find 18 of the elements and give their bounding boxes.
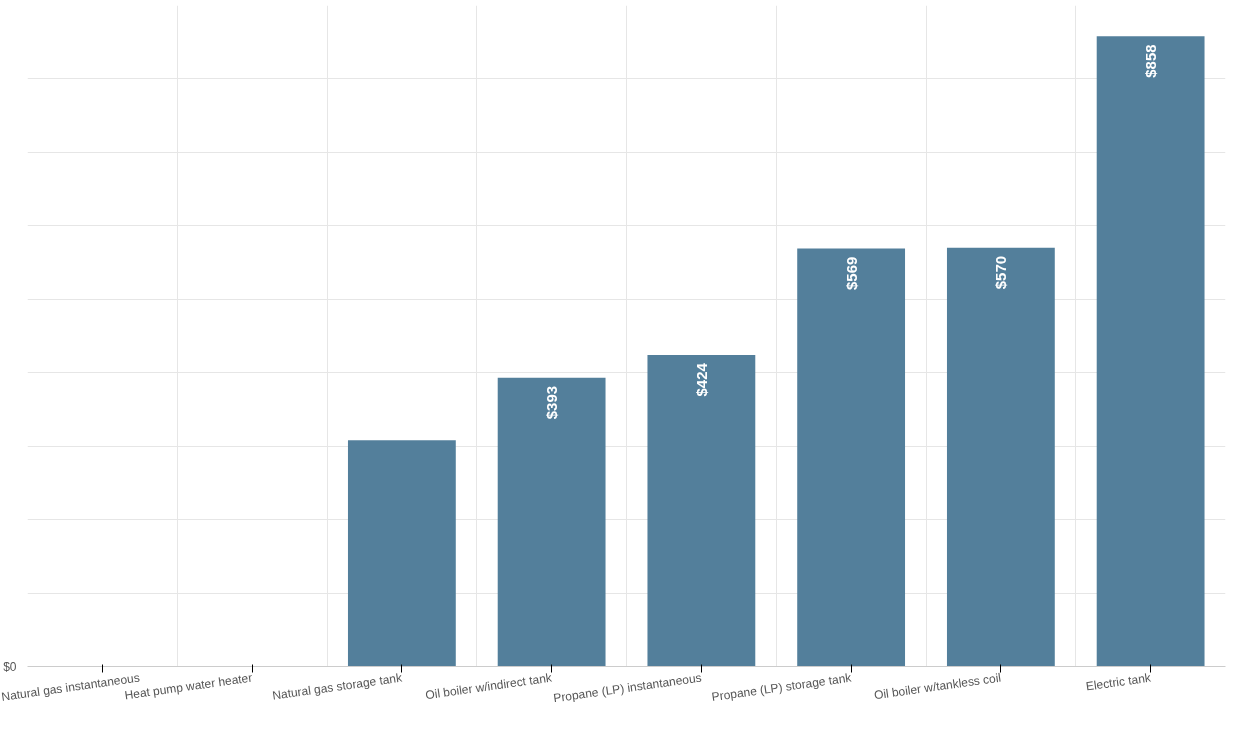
data-label: $858: [1142, 44, 1160, 78]
x-tick-label: Propane (LP) instantaneous: [552, 670, 703, 706]
bar: [497, 377, 606, 667]
data-label: $393: [543, 385, 561, 420]
bar: [1096, 36, 1205, 667]
data-label: $569: [842, 256, 860, 290]
bar: [347, 440, 456, 667]
x-tick-label: Oil boiler w/indirect tank: [424, 670, 554, 703]
bar: [797, 248, 906, 667]
x-tick-label: Natural gas storage tank: [271, 670, 404, 703]
x-tick-label: Propane (LP) storage tank: [710, 670, 854, 705]
x-tick-label: Electric tank: [1084, 670, 1153, 694]
bar: [946, 247, 1055, 667]
text: $0: [3, 659, 17, 674]
bar: [647, 355, 756, 667]
x-tick-label: Oil boiler w/tankless coil: [873, 670, 1002, 703]
data-label: $570: [992, 255, 1010, 290]
data-label: $424: [692, 362, 710, 397]
